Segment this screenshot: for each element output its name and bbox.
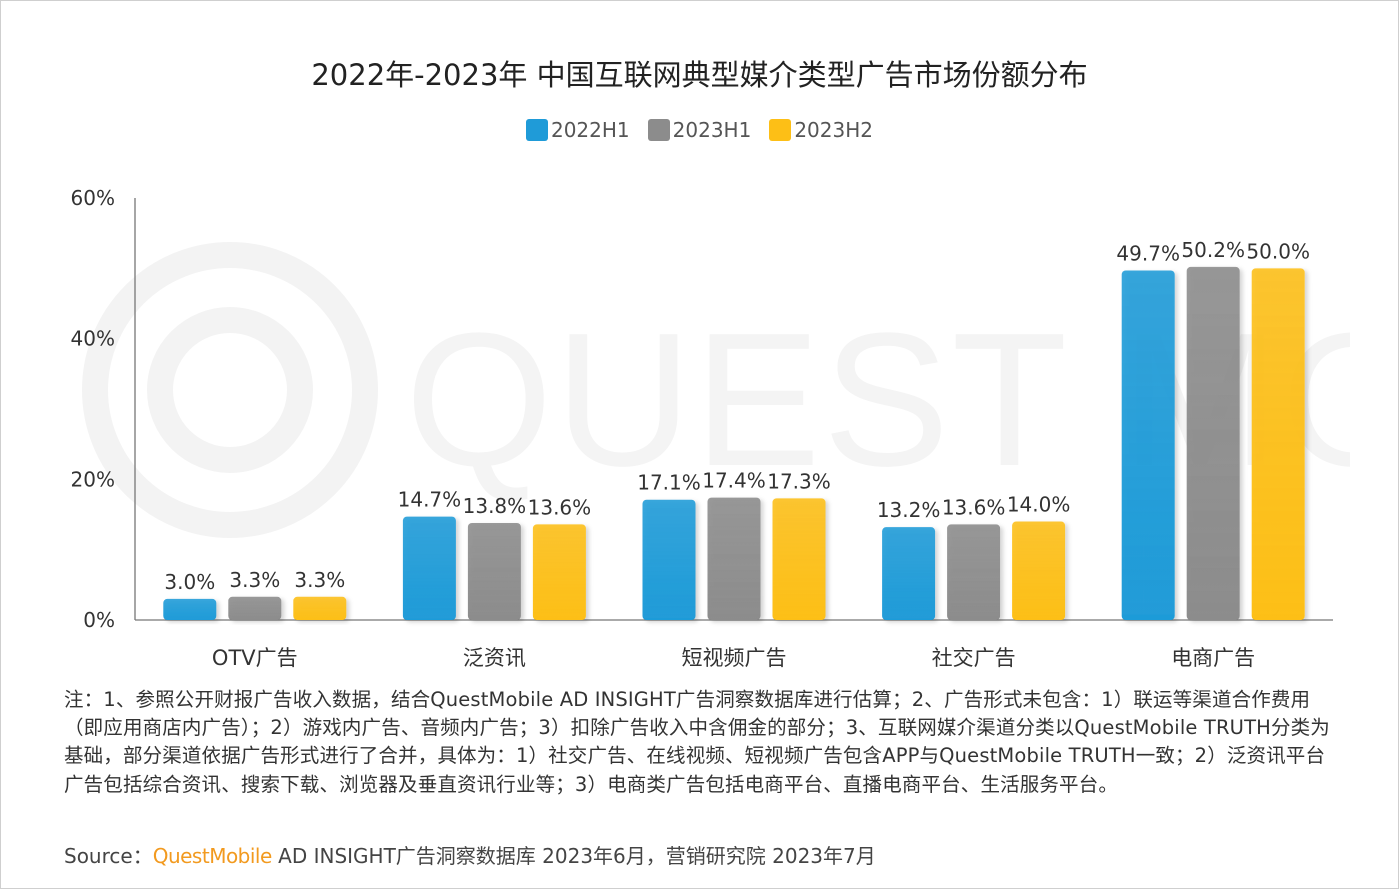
data-label: 50.0% [1246,239,1310,263]
bar-2023H1-1 [467,522,521,620]
x-category-label: OTV广告 [212,646,298,670]
legend-item-2023H2: 2023H2 [769,118,873,142]
legend-item-2023H1: 2023H1 [647,118,752,142]
bar-2022H1-0 [163,598,217,620]
data-label: 17.1% [637,471,701,495]
bar-2022H1-3 [882,527,936,620]
bar-2023H2-3 [1012,521,1066,620]
y-tick-label: 60% [71,186,115,210]
data-label: 50.2% [1181,238,1245,262]
data-label: 13.2% [877,498,941,522]
data-label: 14.0% [1007,493,1071,517]
data-label: 3.0% [164,570,215,594]
source-rest: AD INSIGHT广告洞察数据库 2023年6月，营销研究院 2023年7月 [271,844,876,868]
data-label: 13.6% [528,495,592,519]
y-tick-label: 20% [71,467,115,491]
legend-label: 2023H2 [794,118,873,142]
chart-legend: 2022H1 2023H1 2023H2 [0,118,1399,142]
y-tick-label: 0% [83,608,115,632]
bar-2022H1-2 [642,499,696,620]
data-label: 3.3% [294,568,345,592]
bar-2023H1-0 [228,596,282,620]
x-category-label: 电商广告 [1171,646,1255,670]
data-label: 17.4% [702,469,766,493]
legend-swatch [769,119,792,141]
source-line: Source：QuestMobile AD INSIGHT广告洞察数据库 202… [64,840,876,869]
chart-title: 2022年-2023年 中国互联网典型媒介类型广告市场份额分布 [311,58,1088,92]
bar-2023H2-0 [293,596,347,620]
bar-2023H2-4 [1251,268,1305,620]
bar-2022H1-1 [402,516,456,620]
x-category-label: 社交广告 [932,646,1016,670]
source-brand: QuestMobile [152,844,273,868]
bar-2023H1-4 [1186,266,1240,620]
legend-item-2022H1: 2022H1 [525,118,630,142]
data-label: 13.6% [942,495,1006,519]
legend-swatch [647,119,670,141]
data-label: 3.3% [229,568,280,592]
bar-2023H1-2 [707,497,761,620]
source-prefix: Source： [64,844,153,868]
footnote: 注：1、参照公开财报广告收入数据，结合QuestMobile AD INSIGH… [64,688,1330,796]
legend-label: 2022H1 [550,118,630,142]
x-category-label: 短视频广告 [682,646,787,670]
bar-2023H2-1 [532,524,586,620]
y-tick-label: 40% [71,327,115,351]
bar-2023H2-2 [772,498,826,620]
data-label: 13.8% [463,494,527,518]
data-label: 17.3% [767,469,831,493]
x-category-label: 泛资讯 [463,646,526,670]
data-label: 49.7% [1116,241,1180,265]
legend-swatch [525,119,548,141]
data-label: 14.7% [398,488,462,512]
bar-2022H1-4 [1121,270,1175,620]
bar-2023H1-3 [947,524,1001,620]
legend-label: 2023H1 [672,118,752,142]
